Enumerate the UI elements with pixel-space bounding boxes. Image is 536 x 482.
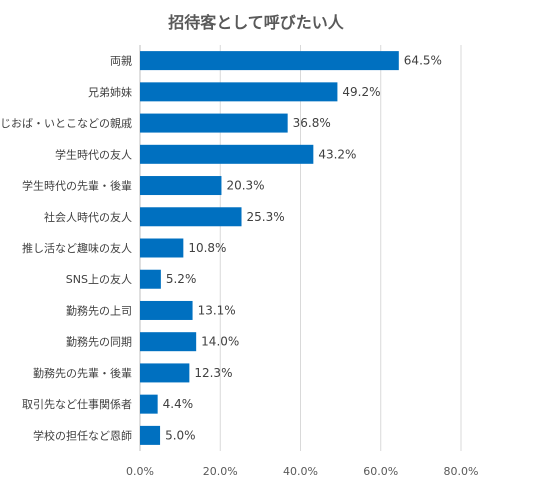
bar <box>140 207 242 227</box>
data-label: 5.2% <box>166 272 197 286</box>
bar <box>140 176 222 196</box>
data-label: 5.0% <box>165 428 196 442</box>
data-label: 10.8% <box>188 241 226 255</box>
bar <box>140 332 197 352</box>
data-label: 64.5% <box>404 54 442 68</box>
bar <box>140 394 158 414</box>
bar <box>140 425 161 445</box>
category-label: 学校の担任など恩師 <box>33 428 132 442</box>
bar <box>140 82 338 102</box>
bar <box>140 300 193 320</box>
category-label: 学生時代の友人 <box>55 147 132 161</box>
category-label: 両親 <box>110 55 132 68</box>
x-tick-label: 40.0% <box>283 465 318 478</box>
category-label: 取引先など仕事関係者 <box>22 397 132 411</box>
category-label: おじおば・いとこなどの親戚 <box>0 117 132 130</box>
category-label: 学生時代の先輩・後輩 <box>22 179 132 193</box>
data-label: 12.3% <box>194 366 232 380</box>
bar <box>140 144 314 164</box>
data-label: 43.2% <box>318 147 356 161</box>
grid-lines <box>139 45 462 451</box>
data-label: 13.1% <box>198 303 236 317</box>
bar <box>140 238 184 258</box>
x-tick-label: 0.0% <box>126 465 154 478</box>
category-label: 推し活など趣味の友人 <box>22 241 132 255</box>
category-label: 社会人時代の友人 <box>44 210 132 224</box>
x-tick-label: 20.0% <box>203 465 238 478</box>
category-label: 勤務先の上司 <box>66 303 132 317</box>
x-tick-label: 60.0% <box>363 465 398 478</box>
chart-title: 招待客として呼びたい人 <box>168 13 345 32</box>
data-label: 25.3% <box>247 210 285 224</box>
data-label: 20.3% <box>226 179 264 193</box>
bar <box>140 363 190 383</box>
bar <box>140 269 161 289</box>
data-label: 49.2% <box>342 85 380 99</box>
category-label: 勤務先の同期 <box>66 335 132 349</box>
bar <box>140 51 399 71</box>
x-tick-label: 80.0% <box>444 465 479 478</box>
data-label: 4.4% <box>163 397 194 411</box>
data-label: 14.0% <box>201 335 239 349</box>
category-label: SNS上の友人 <box>66 272 132 286</box>
data-label: 36.8% <box>293 116 331 130</box>
bar <box>140 113 288 133</box>
category-label: 兄弟姉妹 <box>88 85 132 99</box>
category-label: 勤務先の先輩・後輩 <box>33 366 132 380</box>
labels: 0.0% 20.0% 40.0% 60.0% 80.0% 両親 64.5% 兄弟姉妹 49.2%… <box>0 54 478 478</box>
bars <box>140 51 399 445</box>
